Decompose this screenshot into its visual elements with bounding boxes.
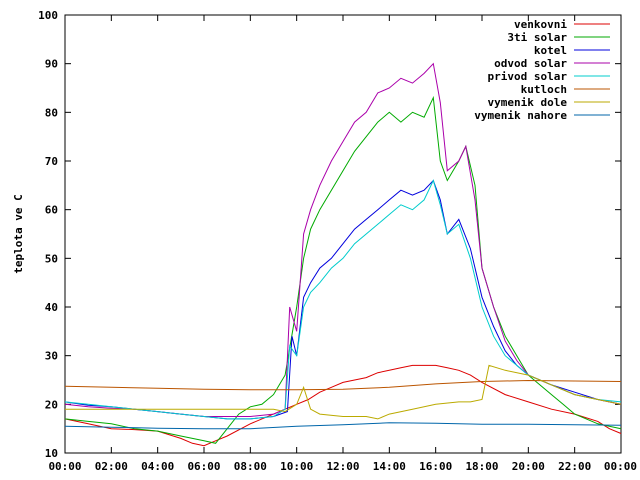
y-tick-label: 30 (45, 350, 58, 363)
legend-label: odvod solar (494, 57, 567, 70)
series-line-3 (64, 62, 622, 417)
x-tick-label: 10:00 (280, 460, 313, 473)
y-tick-label: 90 (45, 58, 58, 71)
y-axis: 10 20 30 40 50 60 70 80 90 100 (38, 9, 621, 460)
legend-label: kutloch (521, 83, 567, 96)
y-tick-label: 70 (45, 155, 58, 168)
series-layer (64, 62, 622, 447)
series-line-6 (65, 364, 622, 420)
x-tick-label: 08:00 (234, 460, 267, 473)
legend-label: kotel (534, 44, 567, 57)
legend-label: vymenik nahore (474, 109, 567, 122)
y-tick-label: 40 (45, 301, 58, 314)
x-tick-label: 18:00 (465, 460, 498, 473)
x-tick-label: 22:00 (558, 460, 591, 473)
series-line-7 (64, 422, 622, 430)
series-line-0 (64, 364, 622, 447)
y-tick-label: 20 (45, 398, 58, 411)
x-tick-label: 00:00 (604, 460, 637, 473)
series-line-4 (64, 179, 622, 420)
x-tick-label: 02:00 (95, 460, 128, 473)
x-tick-label: 06:00 (187, 460, 220, 473)
x-tick-label: 04:00 (141, 460, 174, 473)
y-tick-label: 80 (45, 106, 58, 119)
legend-label: vymenik dole (488, 96, 568, 109)
y-axis-label: teplota ve C (12, 194, 25, 273)
x-axis: 00:00 02:00 04:00 06:00 08:00 10:00 12:00 14:00… (48, 15, 637, 473)
legend-label: venkovni (514, 18, 567, 31)
legend-label: privod solar (488, 70, 568, 83)
y-tick-label: 10 (45, 447, 58, 460)
y-tick-label: 60 (45, 204, 58, 217)
x-tick-label: 16:00 (419, 460, 452, 473)
x-tick-label: 20:00 (512, 460, 545, 473)
legend-label: 3ti solar (507, 31, 567, 44)
y-tick-label: 50 (45, 252, 58, 265)
x-tick-label: 12:00 (326, 460, 359, 473)
series-line-5 (64, 379, 622, 391)
x-tick-label: 00:00 (48, 460, 81, 473)
x-tick-label: 14:00 (373, 460, 406, 473)
series-line-1 (64, 95, 622, 444)
y-tick-label: 100 (38, 9, 58, 22)
